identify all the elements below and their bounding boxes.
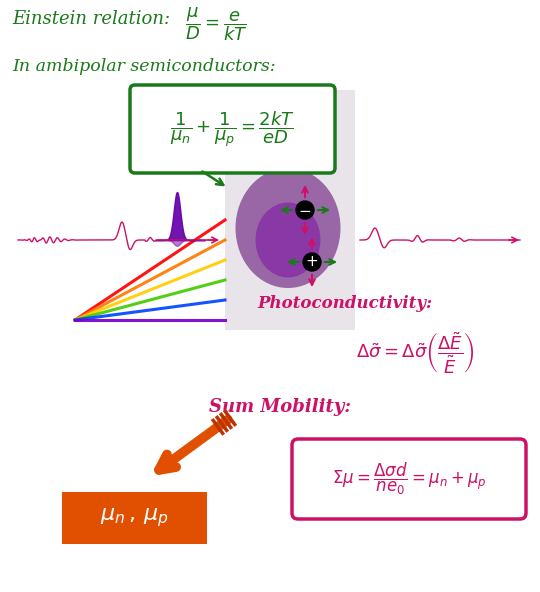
Circle shape	[296, 201, 314, 219]
Text: $\mu_n\,,\,\mu_p$: $\mu_n\,,\,\mu_p$	[100, 507, 169, 529]
Text: $+$: $+$	[306, 255, 319, 269]
Text: Sum Mobility:: Sum Mobility:	[209, 398, 351, 416]
Bar	[225, 90, 355, 330]
Text: $\Delta\tilde{\sigma} = \Delta\tilde{\sigma}\left(\dfrac{\Delta\tilde{E}}{\tilde: $\Delta\tilde{\sigma} = \Delta\tilde{\si…	[356, 330, 474, 375]
Ellipse shape	[235, 168, 341, 288]
Circle shape	[303, 253, 321, 271]
Text: $\dfrac{1}{\mu_n} + \dfrac{1}{\mu_p} = \dfrac{2kT}{eD}$: $\dfrac{1}{\mu_n} + \dfrac{1}{\mu_p} = \…	[170, 109, 295, 149]
Ellipse shape	[255, 202, 321, 278]
FancyBboxPatch shape	[130, 85, 335, 173]
Text: $\Sigma\mu = \dfrac{\Delta\sigma d}{ne_0} = \mu_n + \mu_p$: $\Sigma\mu = \dfrac{\Delta\sigma d}{ne_0…	[332, 461, 487, 497]
Text: Photoconductivity:: Photoconductivity:	[258, 295, 433, 312]
Text: Einstein relation:: Einstein relation:	[12, 10, 170, 28]
Text: $\dfrac{\mu}{D} = \dfrac{e}{kT}$: $\dfrac{\mu}{D} = \dfrac{e}{kT}$	[185, 5, 248, 43]
FancyBboxPatch shape	[292, 439, 526, 519]
Text: In ambipolar semiconductors:: In ambipolar semiconductors:	[12, 58, 275, 75]
FancyBboxPatch shape	[62, 492, 207, 544]
Text: $-$: $-$	[299, 202, 312, 217]
